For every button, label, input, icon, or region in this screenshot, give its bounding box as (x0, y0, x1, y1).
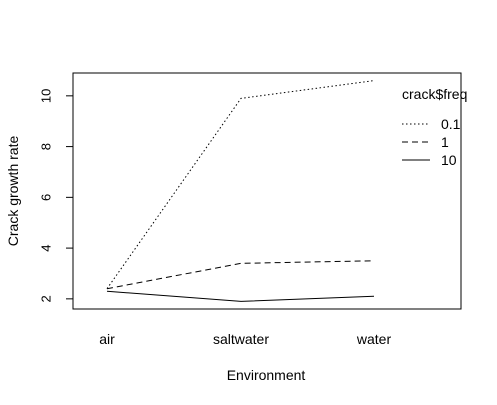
series-layer (106, 80, 375, 302)
y-axis-label: Crack growth rate (5, 136, 21, 247)
legend-label: 10 (441, 152, 457, 168)
y-axis: 2 4 6 8 10 (38, 89, 74, 302)
legend: crack$freq 0.1 1 10 (402, 86, 467, 168)
x-tick-label: air (99, 331, 115, 347)
series-line (106, 260, 375, 290)
y-tick-label: 2 (38, 295, 53, 302)
legend-label: 1 (441, 134, 449, 150)
legend-label: 0.1 (441, 116, 461, 132)
y-tick-label: 4 (38, 244, 53, 251)
y-tick-label: 10 (38, 89, 53, 103)
y-tick-label: 6 (38, 194, 53, 201)
y-tick-label: 8 (38, 143, 53, 150)
x-tick-label: saltwater (213, 331, 269, 347)
legend-title: crack$freq (402, 86, 467, 102)
series-line (106, 80, 375, 289)
series-line (106, 290, 375, 302)
x-axis: air saltwater water (99, 331, 391, 347)
x-tick-label: water (356, 331, 392, 347)
x-axis-label: Environment (227, 367, 306, 383)
plot-border (72, 72, 462, 310)
